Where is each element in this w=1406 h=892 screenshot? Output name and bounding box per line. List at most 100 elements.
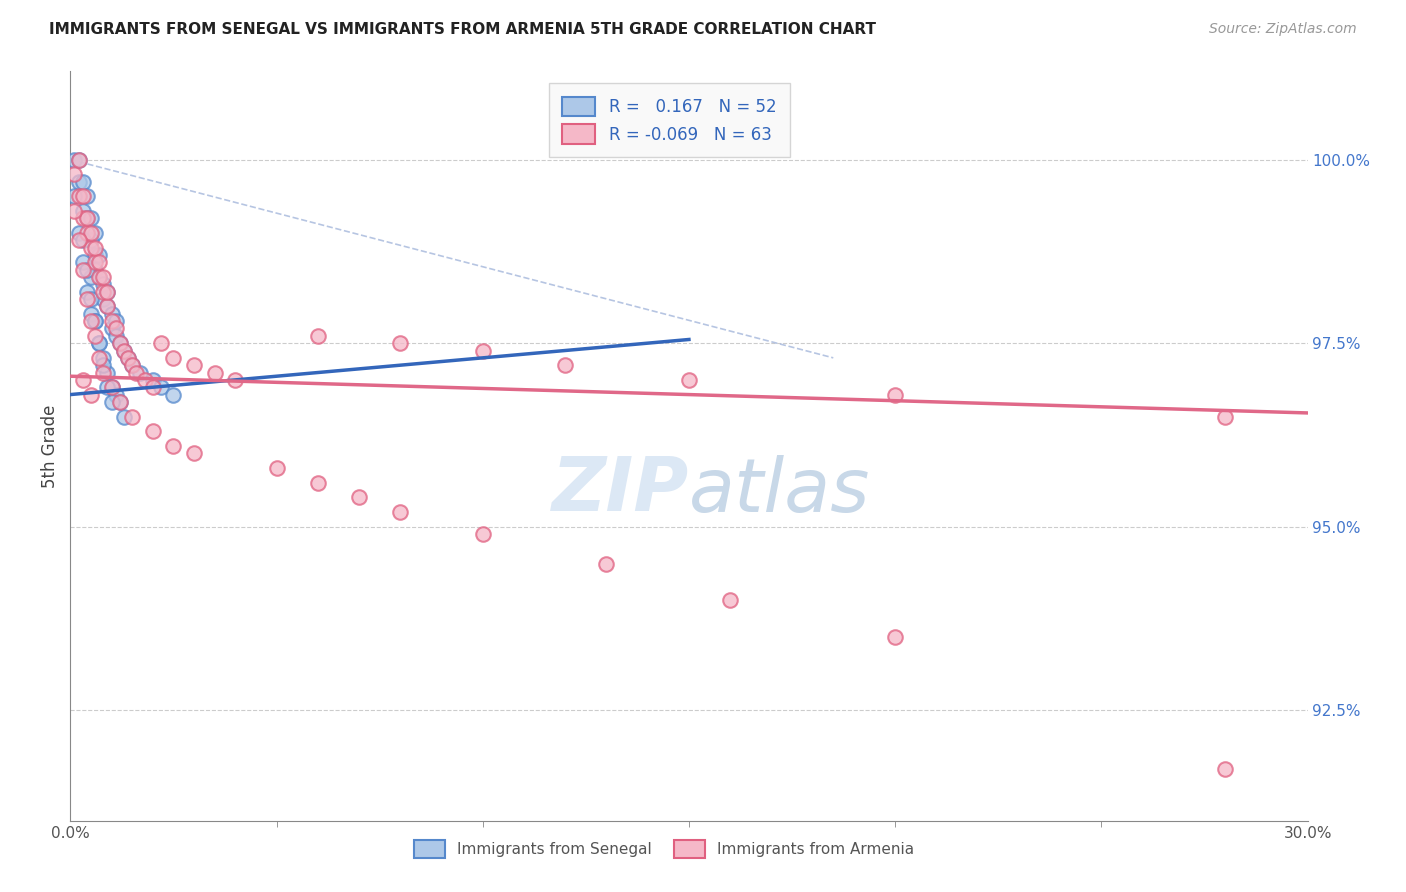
Text: ZIP: ZIP [551, 454, 689, 527]
Point [121, 358, 143, 372]
Point [89, 270, 111, 285]
Point [108, 395, 131, 409]
Point [67, 153, 90, 167]
Point [150, 336, 173, 351]
Point [91, 358, 114, 372]
Point [67, 226, 90, 240]
Point [134, 373, 156, 387]
Point [595, 557, 617, 571]
Point [80, 387, 103, 401]
Point [125, 366, 148, 380]
Point [91, 351, 114, 365]
Point [91, 366, 114, 380]
Point [100, 380, 122, 394]
Point [266, 461, 288, 475]
Point [67, 153, 90, 167]
Point [121, 358, 143, 372]
Point [112, 409, 135, 424]
Point [63, 153, 86, 167]
Point [76, 262, 98, 277]
Point [1213, 409, 1236, 424]
Point [471, 343, 494, 358]
Point [224, 373, 246, 387]
Point [80, 314, 103, 328]
Point [150, 380, 173, 394]
Point [108, 336, 131, 351]
Point [100, 314, 122, 328]
Point [96, 366, 118, 380]
Point [104, 314, 127, 328]
Point [80, 226, 103, 240]
Point [76, 285, 98, 299]
Point [80, 270, 103, 285]
Point [112, 343, 135, 358]
Point [884, 387, 907, 401]
Point [884, 630, 907, 644]
Point [76, 226, 98, 240]
Point [76, 292, 98, 306]
Y-axis label: 5th Grade: 5th Grade [41, 404, 59, 488]
Point [80, 292, 103, 306]
Point [84, 241, 107, 255]
Point [307, 475, 329, 490]
Point [112, 343, 135, 358]
Text: IMMIGRANTS FROM SENEGAL VS IMMIGRANTS FROM ARMENIA 5TH GRADE CORRELATION CHART: IMMIGRANTS FROM SENEGAL VS IMMIGRANTS FR… [49, 22, 876, 37]
Point [89, 270, 111, 285]
Point [471, 527, 494, 541]
Point [84, 255, 107, 269]
Text: Source: ZipAtlas.com: Source: ZipAtlas.com [1209, 22, 1357, 37]
Point [142, 425, 165, 439]
Point [96, 300, 118, 314]
Point [96, 285, 118, 299]
Point [76, 189, 98, 203]
Point [108, 336, 131, 351]
Point [91, 292, 114, 306]
Point [389, 505, 412, 519]
Legend: Immigrants from Senegal, Immigrants from Armenia: Immigrants from Senegal, Immigrants from… [406, 832, 922, 865]
Point [100, 307, 122, 321]
Point [100, 321, 122, 335]
Point [63, 189, 86, 203]
Point [67, 189, 90, 203]
Point [84, 328, 107, 343]
Point [162, 439, 184, 453]
Point [76, 211, 98, 226]
Point [72, 175, 94, 189]
Point [89, 336, 111, 351]
Point [183, 358, 205, 372]
Point [80, 233, 103, 247]
Point [104, 328, 127, 343]
Point [89, 248, 111, 262]
Point [104, 321, 127, 335]
Point [76, 211, 98, 226]
Text: atlas: atlas [689, 455, 870, 527]
Point [183, 446, 205, 460]
Point [63, 203, 86, 218]
Point [204, 366, 226, 380]
Point [1213, 762, 1236, 776]
Point [96, 285, 118, 299]
Point [108, 395, 131, 409]
Point [117, 351, 139, 365]
Point [80, 307, 103, 321]
Point [162, 387, 184, 401]
Point [80, 211, 103, 226]
Point [67, 233, 90, 247]
Point [389, 336, 412, 351]
Point [84, 262, 107, 277]
Point [72, 233, 94, 247]
Point [89, 336, 111, 351]
Point [72, 189, 94, 203]
Point [72, 203, 94, 218]
Point [80, 241, 103, 255]
Point [67, 175, 90, 189]
Point [554, 358, 576, 372]
Point [307, 328, 329, 343]
Point [96, 380, 118, 394]
Point [72, 262, 94, 277]
Point [84, 226, 107, 240]
Point [84, 314, 107, 328]
Point [63, 167, 86, 181]
Point [100, 380, 122, 394]
Point [117, 351, 139, 365]
